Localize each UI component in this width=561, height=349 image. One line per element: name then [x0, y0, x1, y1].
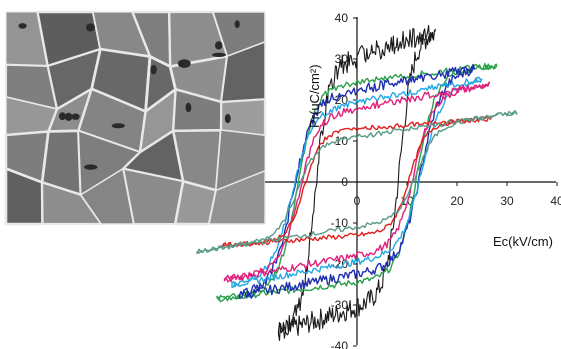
y-tick-label: -30: [331, 298, 349, 312]
y-tick-label: 40: [335, 11, 349, 25]
grain: [208, 170, 266, 225]
y-axis-title: Pr(uC/cm²): [307, 64, 322, 128]
y-tick-label: 0: [341, 175, 348, 189]
hysteresis-loop-3: [238, 63, 476, 299]
pore: [150, 64, 157, 75]
x-tick-label: 20: [450, 194, 464, 208]
hysteresis-loop-1: [277, 24, 436, 342]
hysteresis-loops: [196, 24, 518, 342]
y-tick-label: -10: [331, 216, 349, 230]
pore: [64, 112, 73, 121]
sem-micrograph-inset: [4, 10, 267, 226]
hysteresis-loop-5: [223, 81, 491, 283]
pore: [111, 123, 125, 129]
hysteresis-loop-4: [231, 76, 483, 289]
x-tick-label: 30: [500, 194, 514, 208]
pore: [185, 102, 192, 113]
pore: [84, 164, 98, 170]
pore: [215, 41, 223, 50]
micrograph-grains: [4, 10, 267, 226]
pore: [18, 23, 27, 29]
x-ticks: 0 10 20 30 40: [354, 182, 561, 208]
y-tick-label: -40: [331, 339, 349, 349]
x-tick-label: 0: [354, 194, 361, 208]
pore: [86, 23, 95, 32]
pore: [177, 59, 191, 68]
x-tick-label: 40: [550, 194, 561, 208]
pore: [71, 113, 80, 120]
pore: [58, 112, 66, 121]
pore: [224, 113, 231, 124]
x-axis-title: Ec(kV/cm): [493, 234, 553, 249]
pore: [212, 52, 226, 58]
pore: [234, 20, 240, 29]
hysteresis-loop-7: [196, 110, 518, 255]
